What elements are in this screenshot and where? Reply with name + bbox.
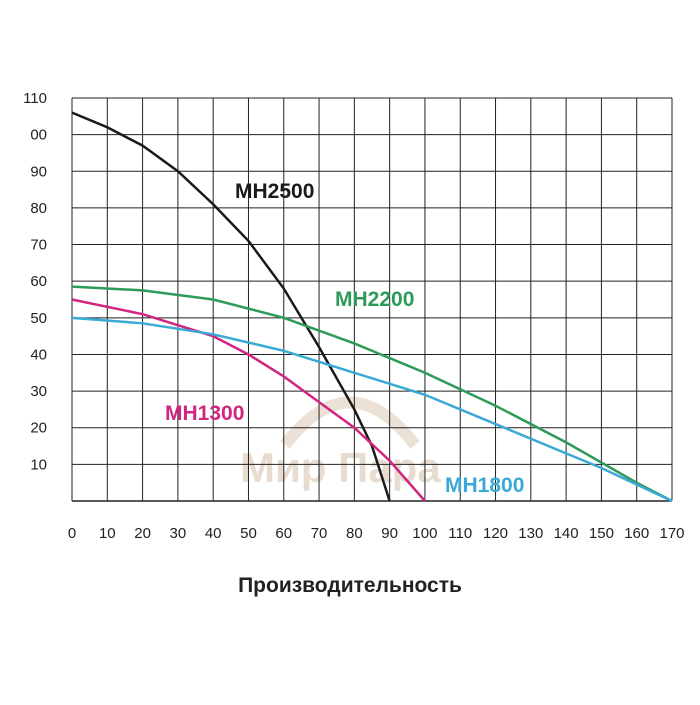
x-tick-label: 40 — [205, 525, 222, 542]
x-tick-label: 110 — [448, 525, 472, 542]
x-tick-label: 120 — [483, 525, 508, 542]
y-tick-label: 00 — [30, 127, 47, 144]
series-label: MH1300 — [165, 402, 244, 425]
x-tick-label: 30 — [170, 525, 187, 542]
y-tick-label: 40 — [30, 346, 47, 363]
x-axis-label: Производительность — [238, 574, 462, 597]
x-tick-label: 170 — [659, 525, 684, 542]
series-label: MH2500 — [235, 180, 314, 203]
y-tick-label: 60 — [30, 273, 47, 290]
y-tick-label: 10 — [30, 456, 47, 473]
y-tick-label: 50 — [30, 310, 47, 327]
x-tick-label: 90 — [381, 525, 398, 542]
series-label: MH1800 — [445, 474, 524, 497]
x-tick-label: 80 — [346, 525, 363, 542]
series-line — [71, 111, 391, 502]
series-line — [71, 285, 673, 503]
x-tick-label: 140 — [554, 525, 579, 542]
series-label: MH2200 — [335, 288, 414, 311]
x-tick-label: 0 — [68, 525, 76, 542]
x-tick-label: 70 — [311, 525, 328, 542]
y-tick-label: 30 — [30, 383, 47, 400]
y-tick-label: 20 — [30, 420, 47, 437]
y-tick-label: 70 — [30, 237, 47, 254]
series-line — [71, 316, 673, 503]
y-tick-label: 90 — [30, 163, 47, 180]
x-tick-label: 150 — [589, 525, 614, 542]
x-tick-label: 160 — [624, 525, 649, 542]
y-tick-label: 80 — [30, 200, 47, 217]
x-tick-label: 50 — [240, 525, 257, 542]
x-tick-label: 10 — [99, 525, 116, 542]
x-tick-label: 60 — [275, 525, 292, 542]
x-tick-label: 20 — [134, 525, 151, 542]
series-line — [71, 298, 426, 502]
y-tick-label: 110 — [23, 90, 47, 107]
x-tick-label: 100 — [412, 525, 437, 542]
x-tick-label: 130 — [518, 525, 543, 542]
